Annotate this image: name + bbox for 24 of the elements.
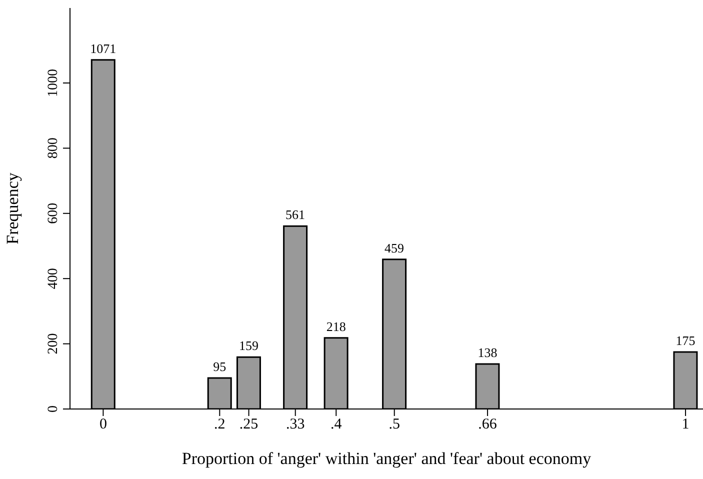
y-tick-label: 0 [46,406,61,412]
data-label: 1071 [90,40,116,56]
y-tick-label: 400 [46,268,61,290]
data-label: 459 [384,240,404,256]
x-axis-title: Proportion of 'anger' within 'anger' and 'fear' about economy [182,449,592,468]
y-axis-title: Frequency [3,172,22,244]
data-label: 138 [478,345,498,360]
x-tick-label: .33 [286,416,305,433]
x-tick-label: .66 [478,416,498,433]
data-label: 175 [676,332,696,348]
data-label: 218 [326,318,346,334]
data-label: 95 [213,359,226,374]
x-tick-label: .25 [239,416,258,433]
y-tick-label: 200 [46,333,61,354]
x-tick-label: 1 [682,416,690,433]
x-tick-label: .2 [214,416,226,433]
y-tick-label: 800 [46,138,61,159]
data-label: 561 [286,207,306,222]
x-tick-label: .5 [388,416,400,433]
x-tick-label: .4 [330,416,342,433]
data-label: 159 [238,338,258,354]
y-tick-label: 600 [46,202,61,224]
x-tick-label: 0 [99,416,107,433]
y-tick-label: 1000 [46,68,61,97]
